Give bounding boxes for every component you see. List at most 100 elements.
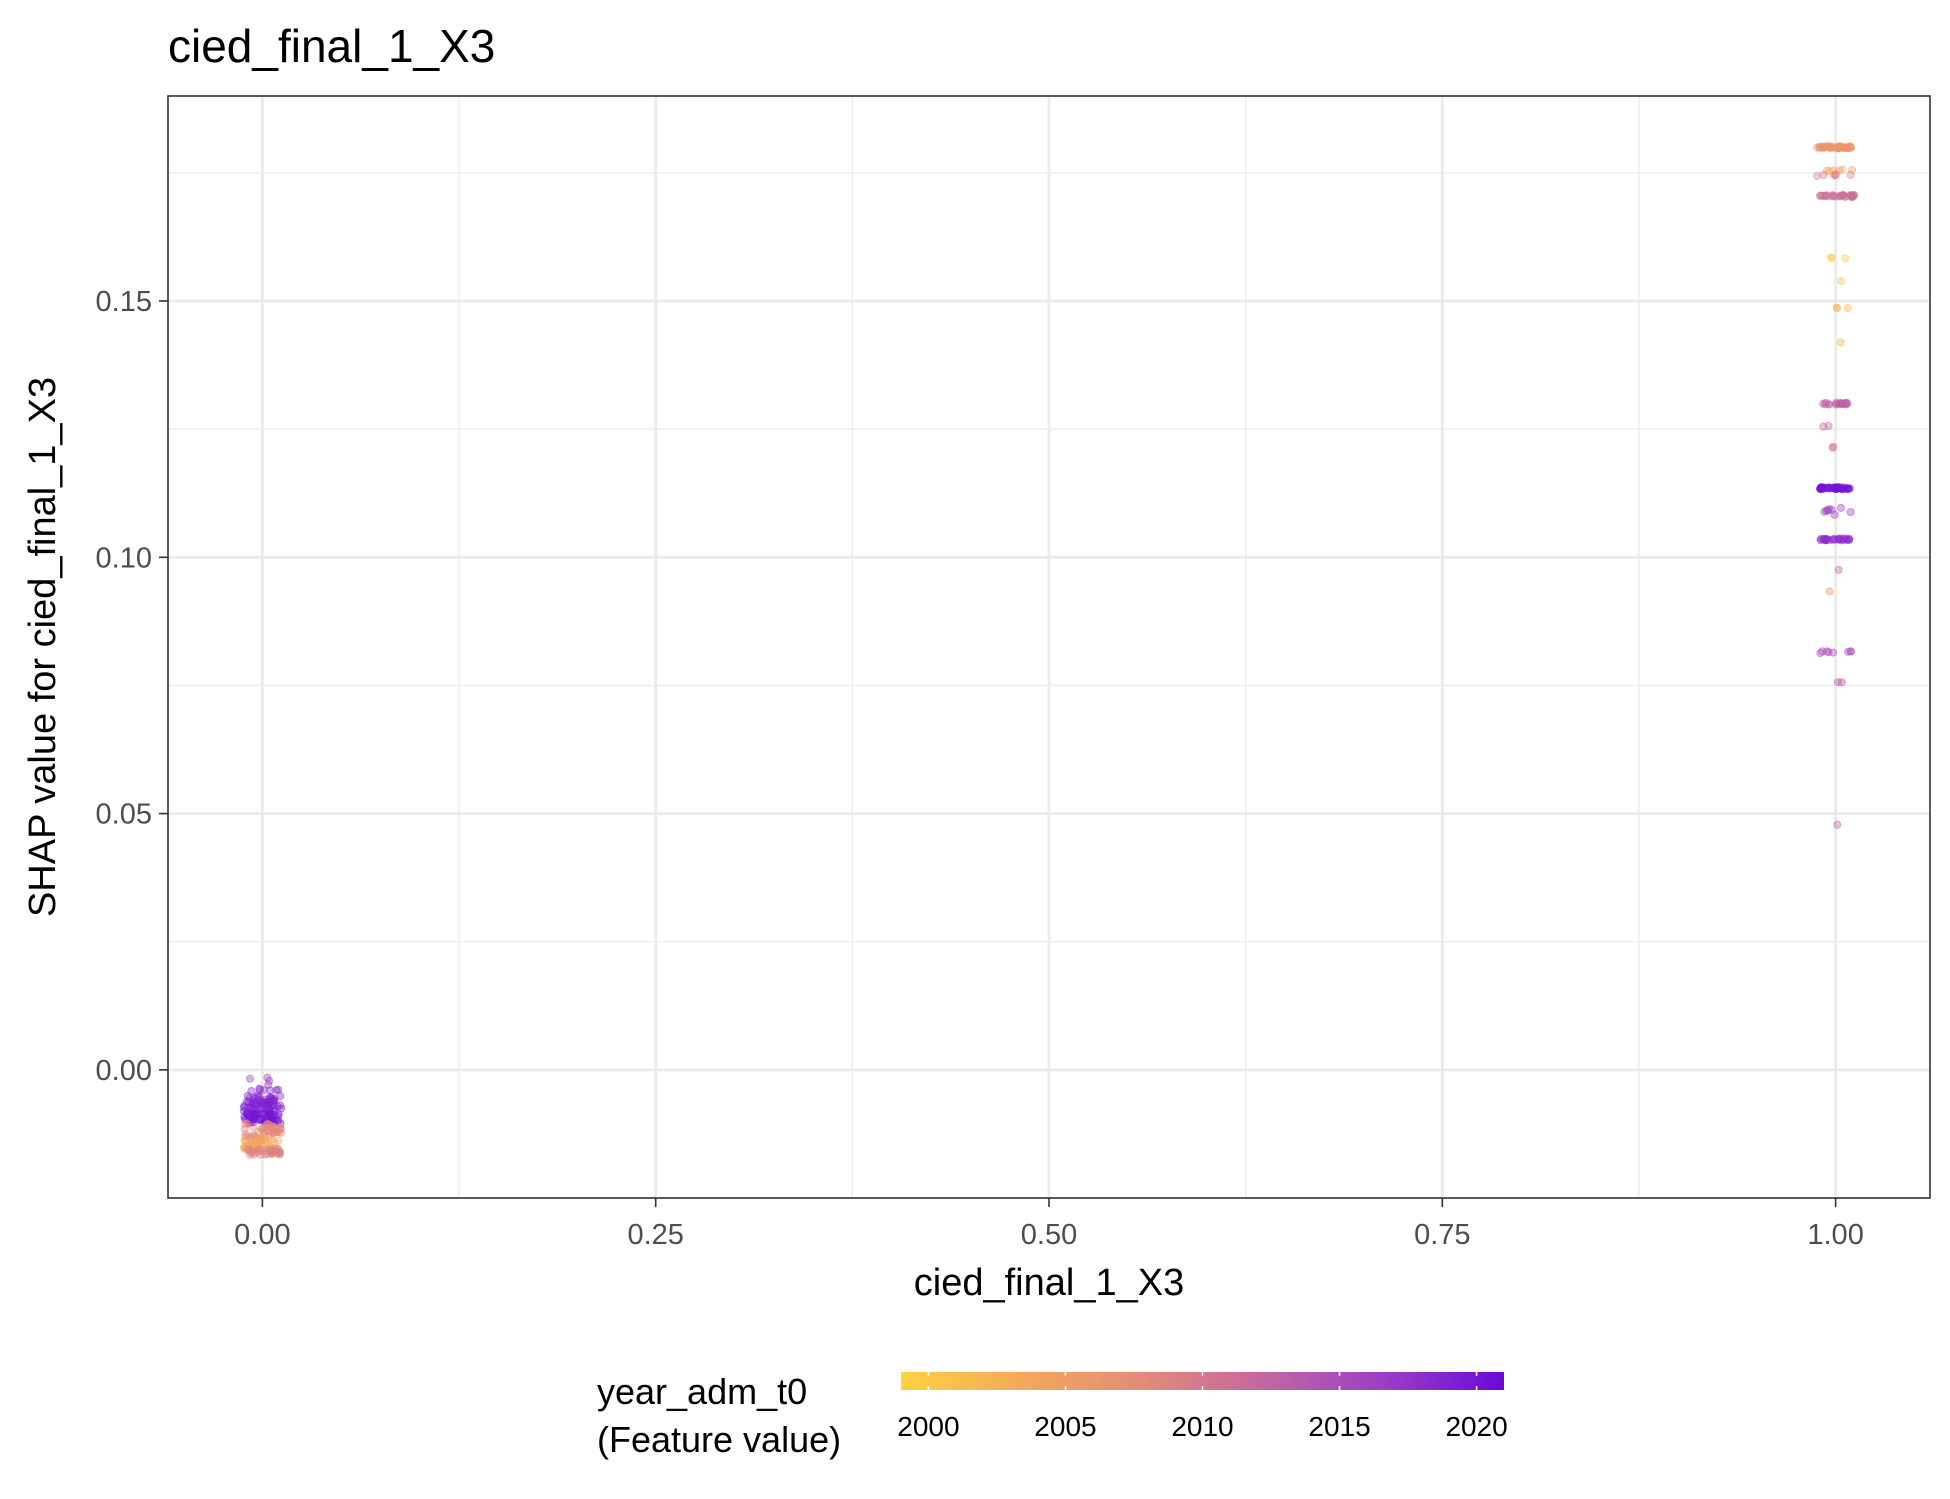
scatter-point <box>1838 484 1847 493</box>
scatter-point <box>257 1140 267 1149</box>
scatter-point <box>1819 535 1828 544</box>
scatter-point <box>248 1116 257 1125</box>
scatter-point <box>248 1131 257 1141</box>
scatter-point <box>242 1108 251 1117</box>
scatter-point <box>1830 535 1839 544</box>
scatter-point <box>1819 422 1828 431</box>
scatter-point <box>1837 399 1846 408</box>
scatter-point <box>1833 535 1843 544</box>
scatter-point <box>1820 143 1829 152</box>
scatter-point <box>274 1128 283 1137</box>
scatter-point <box>250 1111 260 1120</box>
scatter-point <box>1828 443 1837 452</box>
scatter-point <box>1829 648 1838 657</box>
scatter-point <box>246 1137 256 1146</box>
scatter-point <box>265 1145 274 1154</box>
scatter-point <box>1835 535 1844 544</box>
scatter-point <box>1846 191 1855 200</box>
scatter-point <box>1841 400 1850 409</box>
scatter-point <box>250 1111 259 1120</box>
major-gridlines <box>168 96 1930 1198</box>
scatter-point <box>254 1148 263 1157</box>
scatter-point <box>262 1149 271 1158</box>
scatter-point <box>1838 191 1847 200</box>
scatter-point <box>251 1141 260 1150</box>
scatter-point <box>1824 421 1833 430</box>
scatter-point <box>1846 170 1855 179</box>
scatter-point <box>253 1143 262 1152</box>
scatter-point <box>1818 142 1827 151</box>
scatter-point <box>260 1108 270 1117</box>
scatter-point <box>247 1140 256 1149</box>
scatter-point <box>1845 484 1854 493</box>
scatter-point <box>267 1135 277 1144</box>
scatter-point <box>1838 399 1848 408</box>
scatter-point <box>274 1116 283 1125</box>
scatter-point <box>1834 483 1843 492</box>
scatter-point <box>1842 534 1851 544</box>
scatter-point <box>1837 399 1846 408</box>
scatter-point <box>1843 304 1852 313</box>
scatter-point <box>257 1114 266 1123</box>
scatter-point <box>1842 484 1851 493</box>
scatter-point <box>251 1133 260 1142</box>
scatter-point <box>243 1132 253 1141</box>
scatter-point <box>1834 399 1844 408</box>
scatter-point <box>1824 142 1834 151</box>
scatter-point <box>254 1109 263 1119</box>
scatter-point <box>1823 506 1832 515</box>
scatter-point <box>259 1134 268 1143</box>
scatter-point <box>244 1109 253 1119</box>
y-axis-title: SHAP value for cied_final_1_X3 <box>22 377 64 917</box>
scatter-point <box>264 1098 273 1108</box>
scatter-point <box>243 1110 252 1119</box>
scatter-point <box>265 1109 274 1119</box>
scatter-point <box>262 1105 271 1115</box>
scatter-point <box>260 1135 269 1144</box>
scatter-point <box>244 1139 254 1148</box>
scatter-point <box>267 1093 276 1103</box>
scatter-point <box>276 1122 285 1131</box>
scatter-point <box>268 1119 277 1128</box>
scatter-point <box>1833 144 1842 153</box>
x-tick-label: 1.00 <box>1807 1219 1863 1251</box>
scatter-point <box>248 1112 258 1121</box>
scatter-point <box>1847 192 1856 202</box>
scatter-point <box>243 1103 253 1112</box>
scatter-point <box>265 1112 274 1121</box>
scatter-point <box>248 1122 258 1132</box>
scatter-point <box>272 1086 281 1095</box>
scatter-point <box>249 1093 259 1102</box>
scatter-point <box>264 1127 273 1136</box>
scatter-point <box>273 1149 282 1158</box>
scatter-point <box>243 1142 252 1151</box>
scatter-point <box>259 1127 268 1136</box>
scatter-point <box>1818 483 1827 493</box>
scatter-point <box>1841 254 1850 263</box>
scatter-point <box>1832 398 1841 407</box>
scatter-point <box>265 1092 274 1102</box>
scatter-point <box>256 1104 265 1113</box>
scatter-point <box>1816 484 1825 493</box>
scatter-point <box>1847 165 1857 174</box>
scatter-point <box>265 1123 275 1133</box>
scatter-point <box>1844 535 1853 544</box>
scatter-point <box>247 1114 256 1123</box>
scatter-point <box>263 1125 272 1134</box>
scatter-point <box>270 1147 279 1156</box>
scatter-point <box>1836 398 1845 408</box>
scatter-point <box>244 1114 253 1123</box>
scatter-point <box>1841 398 1851 407</box>
scatter-point <box>1845 534 1854 543</box>
scatter-point <box>1838 399 1848 409</box>
scatter-point <box>240 1142 249 1152</box>
scatter-point <box>264 1105 274 1114</box>
scatter-point <box>1831 170 1840 179</box>
scatter-point <box>1846 143 1856 152</box>
scatter-point <box>259 1110 268 1119</box>
scatter-point <box>1830 484 1840 493</box>
scatter-point <box>1831 483 1840 492</box>
scatter-point <box>240 1103 249 1112</box>
scatter-point <box>1836 192 1845 201</box>
